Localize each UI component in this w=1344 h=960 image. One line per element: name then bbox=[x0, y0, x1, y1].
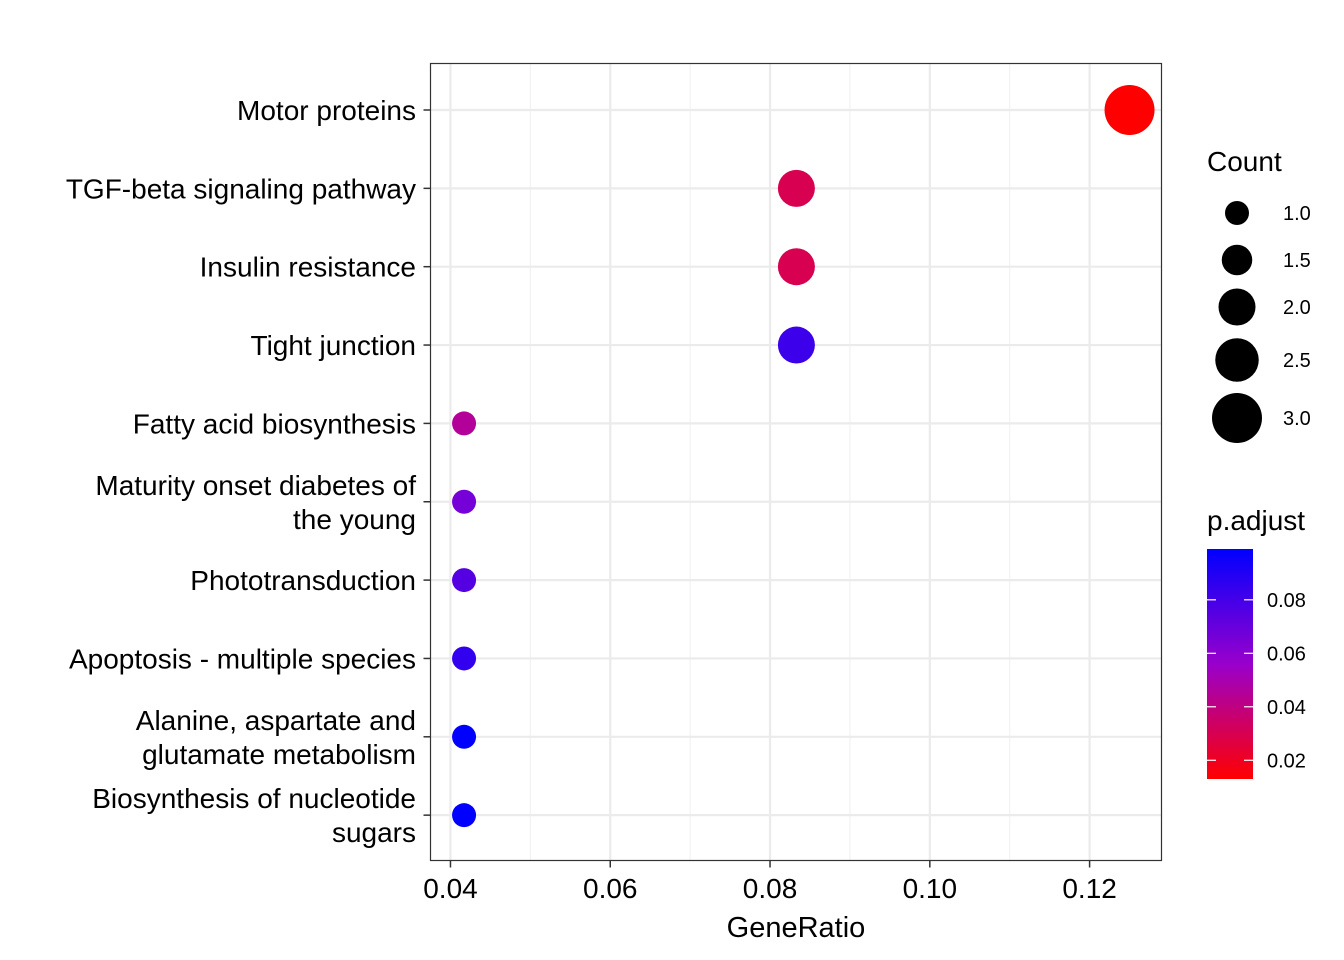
y-tick-label: Fatty acid biosynthesis bbox=[133, 408, 416, 439]
count-legend-key bbox=[1212, 393, 1262, 443]
minor-gridlines bbox=[529, 63, 1011, 861]
y-tick-label: the young bbox=[293, 504, 416, 535]
p-adjust-legend-label: 0.06 bbox=[1267, 643, 1306, 665]
count-legend-label: 3.0 bbox=[1283, 408, 1311, 430]
data-point bbox=[452, 724, 477, 749]
x-axis-title: GeneRatio bbox=[727, 912, 866, 944]
p-adjust-legend-label: 0.04 bbox=[1267, 697, 1306, 719]
y-tick-label: Maturity onset diabetes of bbox=[95, 470, 416, 501]
data-point bbox=[452, 411, 477, 436]
count-legend-label: 1.5 bbox=[1283, 250, 1311, 272]
data-point bbox=[777, 326, 815, 364]
y-tick-label: Apoptosis - multiple species bbox=[69, 643, 416, 674]
x-tick-label: 0.04 bbox=[423, 873, 478, 904]
p-adjust-legend-label: 0.02 bbox=[1267, 750, 1306, 772]
p-adjust-legend: 0.02 0.04 0.06 0.08 bbox=[1207, 590, 1306, 772]
y-tick-label: Biosynthesis of nucleotide bbox=[92, 783, 416, 814]
data-point bbox=[452, 568, 477, 593]
data-points bbox=[452, 85, 1155, 828]
data-point bbox=[452, 803, 477, 828]
data-point bbox=[452, 646, 477, 671]
y-tick-label: Insulin resistance bbox=[200, 252, 416, 283]
y-tick-label: sugars bbox=[332, 817, 416, 848]
count-legend-label: 2.0 bbox=[1283, 297, 1311, 319]
data-point bbox=[452, 489, 477, 514]
y-tick-label: TGF-beta signaling pathway bbox=[66, 173, 416, 204]
y-tick-label: Motor proteins bbox=[237, 95, 416, 126]
y-tick-label: glutamate metabolism bbox=[142, 739, 416, 770]
count-legend-key bbox=[1225, 201, 1249, 225]
p-adjust-colorbar bbox=[1207, 549, 1253, 779]
data-point bbox=[1104, 85, 1155, 135]
x-tick-label: 0.10 bbox=[903, 873, 958, 904]
y-axis: Motor proteins TGF-beta signaling pathway… bbox=[66, 95, 431, 848]
x-axis: 0.04 0.06 0.08 0.10 0.12 bbox=[423, 860, 1117, 904]
data-point bbox=[777, 248, 815, 286]
p-adjust-legend-label: 0.08 bbox=[1267, 590, 1306, 612]
count-legend-key bbox=[1221, 244, 1253, 276]
count-legend-label: 2.5 bbox=[1283, 350, 1311, 372]
x-tick-label: 0.06 bbox=[583, 873, 638, 904]
count-legend-label: 1.0 bbox=[1283, 203, 1311, 225]
x-tick-label: 0.08 bbox=[743, 873, 798, 904]
count-legend-key bbox=[1215, 338, 1259, 382]
y-tick-label: Tight junction bbox=[251, 330, 417, 361]
p-adjust-legend-title: p.adjust bbox=[1207, 505, 1305, 536]
count-legend-title: Count bbox=[1207, 146, 1282, 177]
y-tick-label: Alanine, aspartate and bbox=[136, 705, 416, 736]
data-point bbox=[777, 169, 815, 207]
y-tick-label: Phototransduction bbox=[190, 565, 416, 596]
count-legend: 1.0 1.5 2.0 2.5 3.0 bbox=[1212, 201, 1311, 443]
count-legend-key bbox=[1218, 288, 1256, 326]
plot-border bbox=[429, 62, 1163, 862]
x-tick-label: 0.12 bbox=[1062, 873, 1117, 904]
